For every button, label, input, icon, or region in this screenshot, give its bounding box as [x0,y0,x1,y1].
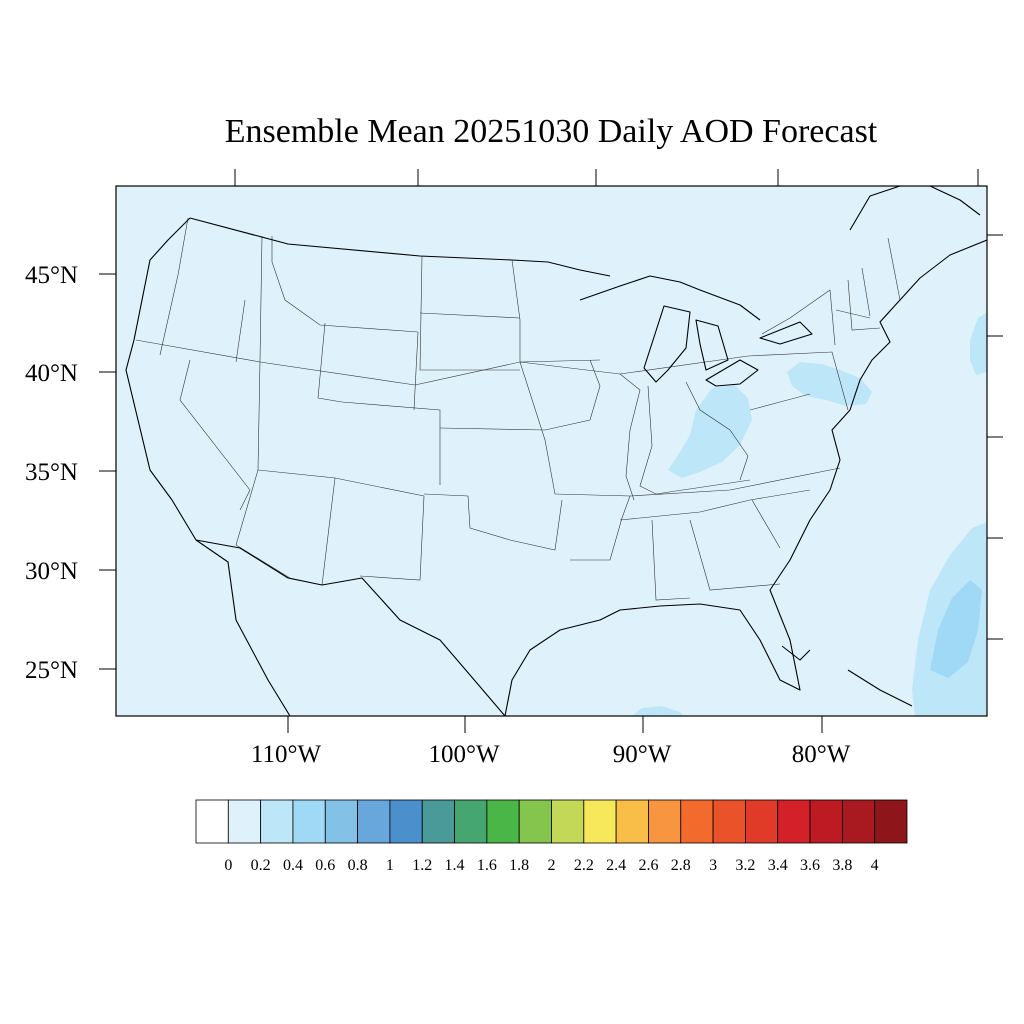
colorbar-level-label: 1.4 [445,857,465,874]
lon-label: 110°W [251,741,322,768]
colorbar-swatch [551,799,585,844]
colorbar-swatch [712,799,746,844]
colorbar-swatch [454,799,488,844]
colorbar-swatch [389,799,423,844]
colorbar-level-label: 1.6 [477,857,497,874]
colorbar-level-label: 2.2 [574,857,594,874]
aod-max-atlantic-inner [930,580,982,678]
colorbar-swatch [518,799,552,844]
colorbar-level-label: 1 [386,857,394,874]
lat-labels: 45°N 40°N 35°N 30°N 25°N [25,262,78,684]
colorbar-swatch [486,799,520,844]
colorbar-swatch [292,799,326,844]
colorbar-level-label: 2.4 [606,857,626,874]
colorbar-swatch [195,799,229,844]
colorbar-level-label: 1.8 [509,857,529,874]
aod-patch-offshore-northeast [970,312,987,375]
colorbar-level-label: 0 [224,857,232,874]
lon-labels: 110°W 100°W 90°W 80°W [251,741,851,768]
colorbar-swatch [841,799,876,844]
colorbar-swatch [324,799,358,844]
lon-label: 90°W [613,741,672,768]
colorbar-swatch [745,799,779,844]
colorbar-level-label: 0.6 [315,857,335,874]
colorbar-level-label: 1.2 [412,857,432,874]
colorbar-swatch [357,799,391,844]
colorbar-level-label: 2.6 [638,857,658,874]
colorbar-level-label: 3.8 [832,857,852,874]
map-panel: 45°N 40°N 35°N 30°N 25°N 110°W 100°W 90°… [25,169,1003,768]
colorbar-swatch [421,799,455,844]
colorbar-swatch [809,799,843,844]
colorbar-swatch [615,799,649,844]
map-frame [115,185,988,717]
lon-label: 80°W [792,741,851,768]
colorbar-swatch [648,799,682,844]
colorbar-level-label: 2 [548,857,556,874]
lon-label: 100°W [428,741,499,768]
colorbar-level-label: 3.6 [800,857,820,874]
colorbar-swatch [680,799,714,844]
map-title: Ensemble Mean 20251030 Daily AOD Forecas… [225,113,878,150]
lat-label: 40°N [25,360,78,387]
lat-label: 35°N [25,459,78,486]
lat-label: 45°N [25,262,78,289]
colorbar-level-label: 4 [871,857,879,874]
state-boundaries [135,217,901,601]
coastlines-and-borders [125,186,987,716]
aod-patch-gulf [632,706,684,716]
colorbar-swatch [874,799,908,844]
map-background [116,186,987,716]
colorbar-swatch [583,799,617,844]
colorbar-swatch [227,799,262,844]
colorbar-level-label: 3.4 [768,857,788,874]
aod-contours [632,312,987,716]
colorbar-level-label: 2.8 [671,857,691,874]
colorbar-level-label: 3.2 [735,857,755,874]
lat-label: 30°N [25,558,78,585]
aod-max-ohio-valley [668,385,752,478]
colorbar-level-label: 3 [709,857,717,874]
colorbar-level-label: 0.4 [283,857,303,874]
colorbar-swatch [777,799,811,844]
colorbar-level-label: 0.8 [348,857,368,874]
map-ticks [99,169,1003,733]
colorbar-level-label: 0.2 [251,857,271,874]
colorbar: 0 0.2 0.4 0.6 0.8 1 1.2 1.4 1.6 1.8 2 2.2 2.4 2.6 2.8 3… [195,799,908,874]
colorbar-swatch [260,799,294,844]
lat-label: 25°N [25,657,78,684]
aod-max-mid-atlantic [787,362,872,406]
